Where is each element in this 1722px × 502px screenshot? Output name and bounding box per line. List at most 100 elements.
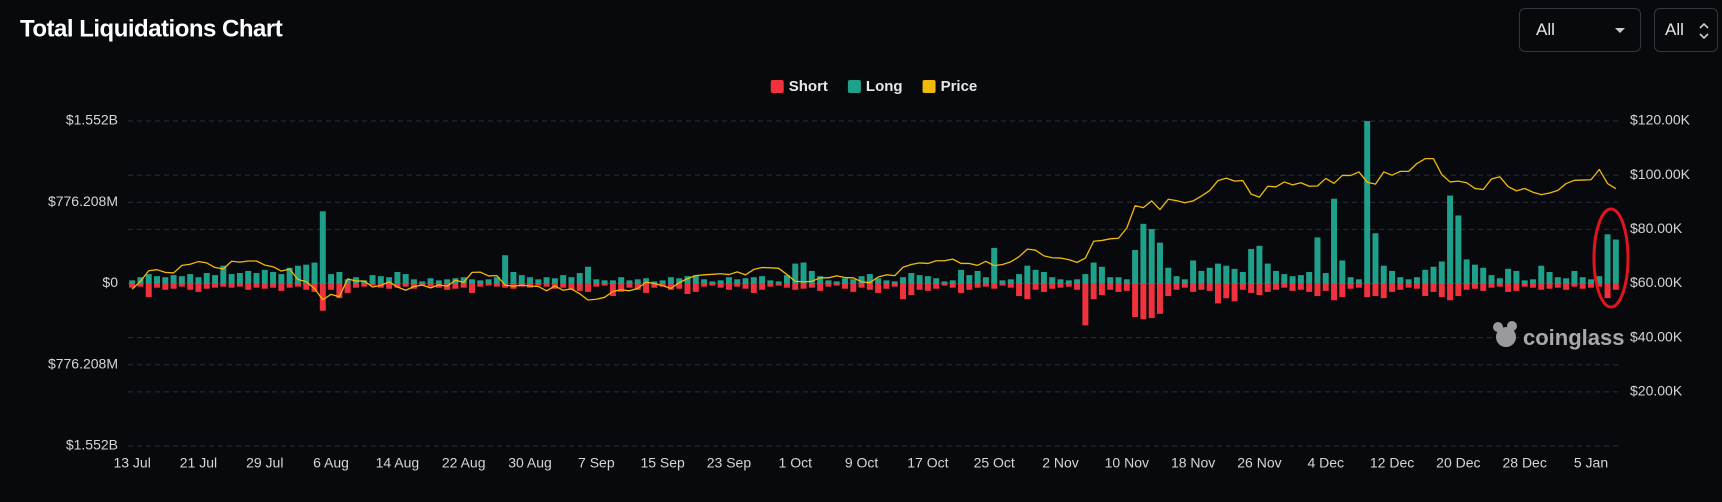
x-tick-label: 4 Dec: [1307, 455, 1344, 471]
bar: [1529, 283, 1536, 288]
bar: [618, 283, 625, 292]
y-tick-label: $776.208M: [48, 355, 118, 371]
bar: [386, 277, 393, 284]
legend-item[interactable]: Price: [922, 78, 978, 95]
x-tick-label: 15 Sep: [640, 455, 685, 471]
bar: [1364, 283, 1371, 298]
bar: [966, 283, 973, 290]
bar: [178, 283, 185, 287]
bar: [1588, 283, 1594, 288]
bar: [916, 275, 923, 284]
bar: [1505, 283, 1512, 292]
bar: [991, 283, 998, 289]
y-tick-label: $776.208M: [48, 193, 118, 209]
legend-item[interactable]: Long: [847, 78, 903, 95]
bar: [1289, 276, 1296, 284]
spinner-arrows: [1699, 22, 1709, 40]
bar: [734, 283, 741, 287]
bar: [601, 280, 608, 284]
bar: [1529, 279, 1536, 284]
bar: [1372, 283, 1379, 297]
bar: [568, 277, 575, 284]
bar: [1065, 283, 1072, 287]
bar: [1521, 283, 1528, 287]
bar: [377, 276, 384, 284]
bar: [1165, 267, 1172, 284]
bar: [775, 283, 782, 286]
bar: [576, 283, 583, 291]
control-2[interactable]: All: [1654, 8, 1718, 52]
x-tick-label: 2 Nov: [1042, 455, 1079, 471]
x-tick-label: 23 Sep: [707, 455, 752, 471]
bar: [369, 283, 376, 286]
bar: [1248, 283, 1255, 293]
bar: [1082, 283, 1089, 326]
bar: [734, 279, 741, 284]
bar: [933, 283, 940, 289]
bar: [1397, 277, 1404, 284]
price-line: [131, 158, 1617, 301]
bar: [485, 279, 492, 284]
bar: [792, 263, 799, 284]
bar: [618, 277, 625, 284]
bar: [419, 281, 426, 284]
bar: [651, 283, 658, 288]
bar: [1322, 283, 1329, 291]
bar: [469, 283, 475, 293]
bar: [692, 275, 699, 284]
legend-item[interactable]: Short: [770, 78, 828, 95]
x-tick-label: 26 Nov: [1237, 455, 1281, 471]
bar: [361, 283, 368, 287]
bar: [643, 283, 650, 293]
y2-tick-label: $60.00K: [1630, 274, 1683, 290]
bar: [850, 279, 857, 284]
bar: [1190, 283, 1197, 292]
y-tick-label: $1.552B: [66, 437, 118, 453]
bar: [767, 283, 774, 287]
bar: [1181, 283, 1188, 288]
bar: [1140, 283, 1147, 320]
bar: [742, 278, 749, 284]
bar: [303, 283, 310, 290]
bar: [684, 276, 691, 284]
bar: [1082, 274, 1089, 284]
bar: [236, 283, 243, 287]
bar: [725, 277, 732, 284]
bar: [543, 283, 550, 287]
bar: [1331, 283, 1338, 301]
bar: [1314, 283, 1321, 297]
bar: [634, 283, 641, 290]
bar: [460, 283, 467, 288]
bar: [701, 279, 708, 284]
bar: [800, 283, 807, 289]
bar: [270, 283, 277, 288]
bar: [883, 280, 890, 284]
bar: [1040, 283, 1047, 292]
bar: [1239, 283, 1246, 290]
bar: [783, 275, 790, 284]
bar: [170, 283, 177, 289]
bar: [386, 283, 393, 289]
bar: [1430, 266, 1437, 284]
bar: [1596, 283, 1603, 287]
bar: [212, 283, 219, 288]
bar: [195, 283, 202, 292]
bar: [659, 280, 666, 284]
control-1[interactable]: All: [1519, 8, 1641, 52]
bar: [1107, 277, 1114, 284]
bar: [842, 283, 848, 289]
bar: [1264, 263, 1271, 284]
bar: [999, 280, 1006, 284]
bar: [1571, 283, 1578, 287]
bar: [825, 280, 832, 284]
bar: [1355, 283, 1362, 288]
bar: [1115, 283, 1122, 292]
bar: [1206, 267, 1213, 284]
bar: [1173, 276, 1180, 284]
bar: [245, 283, 252, 290]
bar: [444, 279, 451, 284]
bar: [253, 283, 260, 288]
y2-tick-label: $40.00K: [1630, 328, 1683, 344]
bar: [1281, 283, 1288, 288]
bar: [1546, 283, 1553, 289]
